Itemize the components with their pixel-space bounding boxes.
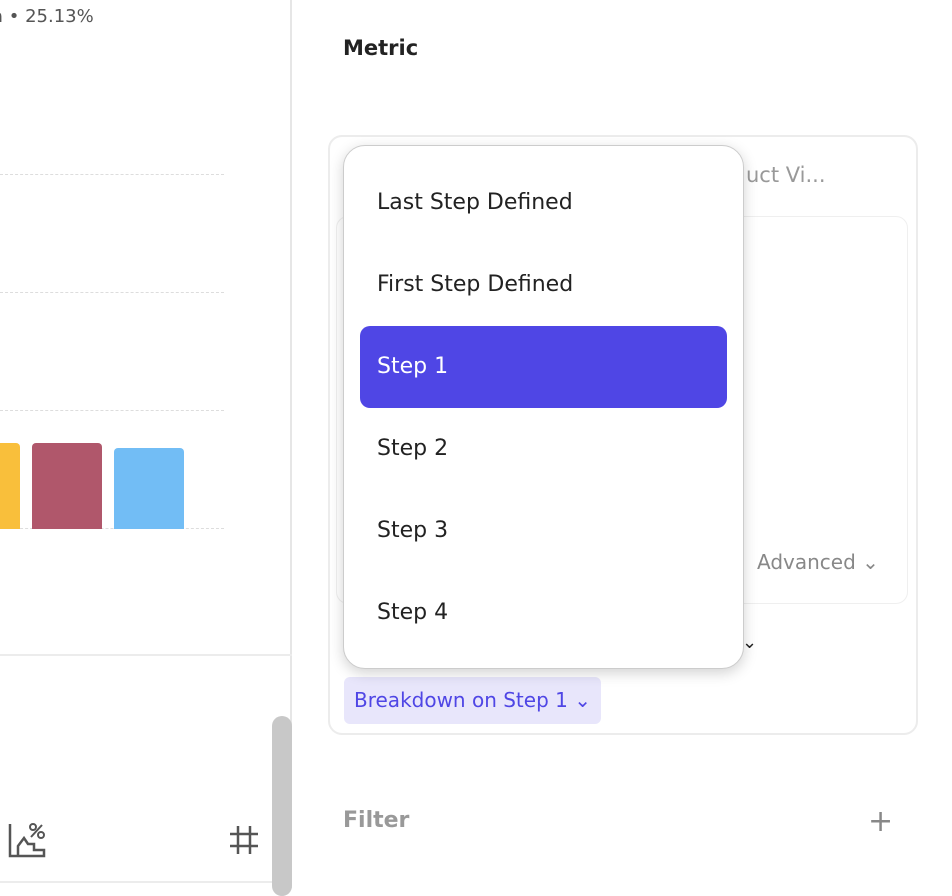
filter-title: Filter [343, 808, 410, 833]
hash-icon[interactable] [228, 824, 260, 856]
gridline [0, 410, 224, 411]
metric-title: Metric [343, 36, 419, 60]
chevron-down-icon[interactable]: ⌄ [742, 632, 758, 653]
gridline [0, 528, 224, 529]
divider [0, 654, 292, 656]
menu-item-first-step[interactable]: First Step Defined [377, 272, 574, 297]
advanced-label: Advanced [757, 550, 856, 574]
divider [0, 881, 292, 883]
bar-red[interactable] [32, 443, 102, 529]
step-dropdown-menu: Last Step Defined First Step Defined Ste… [343, 145, 744, 669]
add-filter-icon[interactable]: + [868, 804, 894, 839]
chevron-down-icon: ⌄ [862, 550, 879, 574]
advanced-button[interactable]: Advanced ⌄ [757, 550, 879, 574]
gridline [0, 292, 224, 293]
event-name[interactable]: uct Vi... [746, 163, 826, 187]
bar-blue[interactable] [114, 448, 184, 529]
breakdown-label: Breakdown on Step 1 [354, 688, 568, 712]
chart-subtitle: a • 25.13% [0, 6, 94, 27]
chart-panel: a • 25.13% [0, 0, 292, 896]
menu-item-step-4[interactable]: Step 4 [377, 600, 449, 625]
breakdown-button[interactable]: Breakdown on Step 1 ⌄ [344, 677, 601, 724]
bar-yellow[interactable] [0, 443, 20, 529]
menu-item-last-step[interactable]: Last Step Defined [377, 190, 573, 215]
chart-percent-icon[interactable] [8, 822, 46, 860]
menu-item-step-3[interactable]: Step 3 [377, 518, 449, 543]
menu-item-step-1[interactable]: Step 1 [360, 326, 727, 408]
scrollbar[interactable] [272, 716, 292, 896]
metric-card [328, 135, 918, 735]
chevron-down-icon: ⌄ [574, 688, 591, 712]
gridline [0, 174, 224, 175]
menu-item-step-2[interactable]: Step 2 [377, 436, 449, 461]
